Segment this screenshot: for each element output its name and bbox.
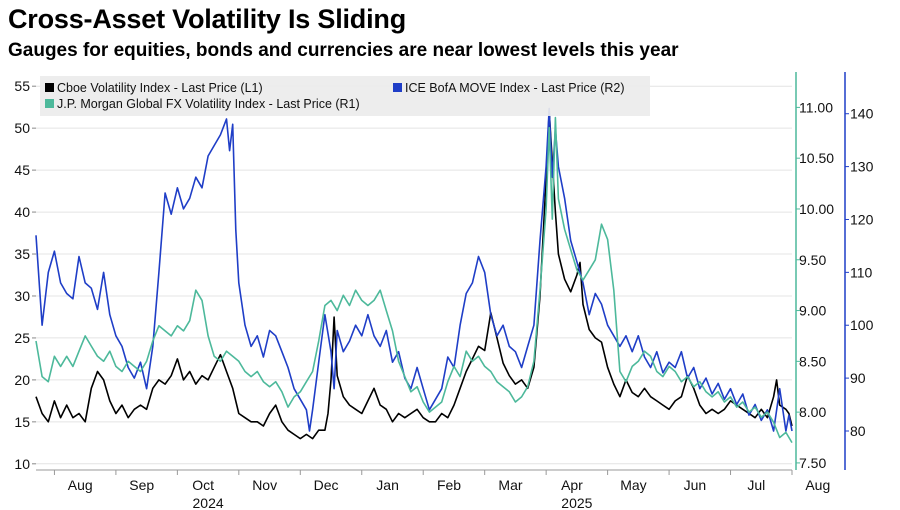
x-tick-label: Jun: [684, 477, 707, 493]
y-tick-label-r1: 10.50: [799, 150, 834, 166]
y-tick-label-r1: 9.00: [799, 303, 826, 319]
series-layer: [35, 107, 793, 444]
y-tick-label-left: 35: [14, 246, 30, 262]
x-tick-label: Feb: [437, 477, 461, 493]
y-tick-label-left: 15: [14, 414, 30, 430]
chart-subtitle: Gauges for equities, bonds and currencie…: [8, 40, 679, 61]
y-tick-label-r1: 8.50: [799, 353, 826, 369]
y-tick-label-left: 55: [14, 78, 30, 94]
axis-layer: 101520253035404550557.508.008.509.009.50…: [14, 72, 874, 510]
y-tick-label-left: 10: [14, 456, 30, 472]
y-tick-label-r1: 11.00: [799, 99, 833, 115]
y-tick-label-left: 25: [14, 330, 30, 346]
y-tick-label-r2: 90: [850, 370, 866, 386]
legend-label: J.P. Morgan Global FX Volatility Index -…: [57, 97, 360, 111]
series-line-r2: [35, 107, 793, 432]
y-tick-label-r2: 110: [850, 264, 873, 280]
y-tick-label-r1: 9.50: [799, 252, 826, 268]
legend-label: Cboe Volatility Index - Last Price (L1): [57, 81, 263, 95]
y-tick-label-r1: 7.50: [799, 455, 826, 471]
y-tick-label-left: 50: [14, 120, 30, 136]
x-tick-label: May: [620, 477, 646, 493]
y-tick-label-r1: 10.00: [799, 201, 834, 217]
legend-swatch: [45, 99, 54, 108]
series-line-l1: [35, 110, 793, 440]
x-tick-label: Jul: [747, 477, 765, 493]
x-tick-label: Sep: [129, 477, 154, 493]
legend-swatch: [45, 83, 54, 92]
x-tick-label: Aug: [68, 477, 93, 493]
x-tick-label: Nov: [252, 477, 277, 493]
legend-label: ICE BofA MOVE Index - Last Price (R2): [405, 81, 625, 95]
x-year-label: 2024: [193, 495, 224, 510]
series-line-r1: [35, 116, 793, 444]
y-tick-label-r2: 120: [850, 211, 874, 227]
x-tick-label: Aug: [805, 477, 830, 493]
legend: Cboe Volatility Index - Last Price (L1) I…: [40, 76, 650, 116]
y-tick-label-left: 20: [14, 372, 30, 388]
y-tick-label-r2: 80: [850, 423, 866, 439]
x-tick-label: Apr: [561, 477, 583, 493]
y-tick-label-left: 45: [14, 162, 30, 178]
chart-title: Cross-Asset Volatility Is Sliding: [8, 4, 406, 34]
legend-background: [40, 76, 650, 116]
y-tick-label-r2: 130: [850, 159, 874, 175]
grid-layer: [36, 85, 792, 465]
x-tick-label: Mar: [498, 477, 522, 493]
y-tick-label-left: 40: [14, 204, 30, 220]
x-tick-label: Jan: [376, 477, 399, 493]
x-tick-label: Oct: [192, 477, 214, 493]
y-tick-label-r2: 140: [850, 106, 874, 122]
y-tick-label-r2: 100: [850, 317, 874, 333]
legend-swatch: [393, 83, 402, 92]
y-tick-label-r1: 8.00: [799, 404, 826, 420]
y-tick-label-left: 30: [14, 288, 30, 304]
x-tick-label: Dec: [314, 477, 339, 493]
x-year-label: 2025: [561, 495, 592, 510]
